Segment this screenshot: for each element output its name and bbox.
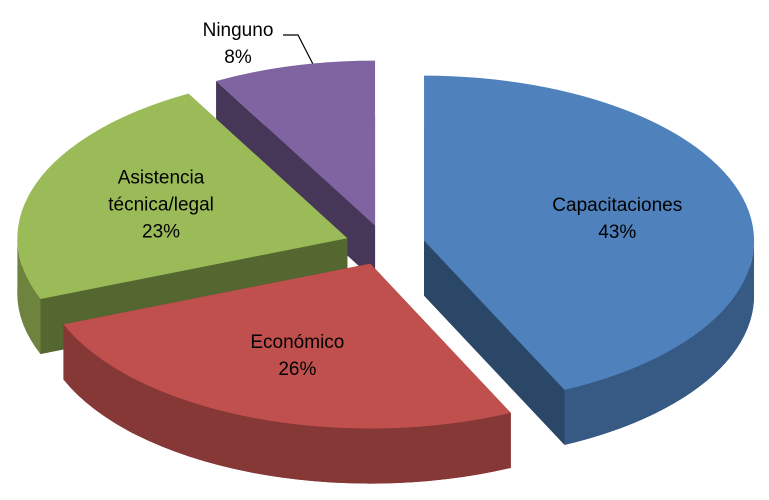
leader-line <box>283 34 317 71</box>
slice-category: Económico <box>250 331 345 353</box>
slice-wall <box>564 240 755 445</box>
slice-label: Ninguno 8% <box>158 17 318 71</box>
slice-percent: 43% <box>598 222 637 244</box>
slice-label: Económico 26% <box>217 329 377 383</box>
slice-percent: 8% <box>224 47 252 68</box>
slice-top <box>17 93 348 299</box>
slice-percent: 26% <box>278 358 317 380</box>
slice <box>424 75 755 445</box>
slice-label: Asistencia técnica/legal 23% <box>81 164 241 245</box>
slice-category: Capacitaciones <box>552 195 683 217</box>
slice-percent: 23% <box>142 221 181 243</box>
slice-label: Capacitaciones 43% <box>537 192 697 246</box>
slice-category: Ninguno <box>202 20 274 41</box>
slice-wall <box>63 324 511 484</box>
slice-top <box>63 263 511 429</box>
slice-top <box>216 60 376 226</box>
slice-radial-face <box>424 240 565 445</box>
slice-category: Asistencia técnica/legal <box>108 167 214 216</box>
slice <box>63 263 511 484</box>
slice-top <box>424 75 755 390</box>
slice-wall <box>17 238 41 354</box>
